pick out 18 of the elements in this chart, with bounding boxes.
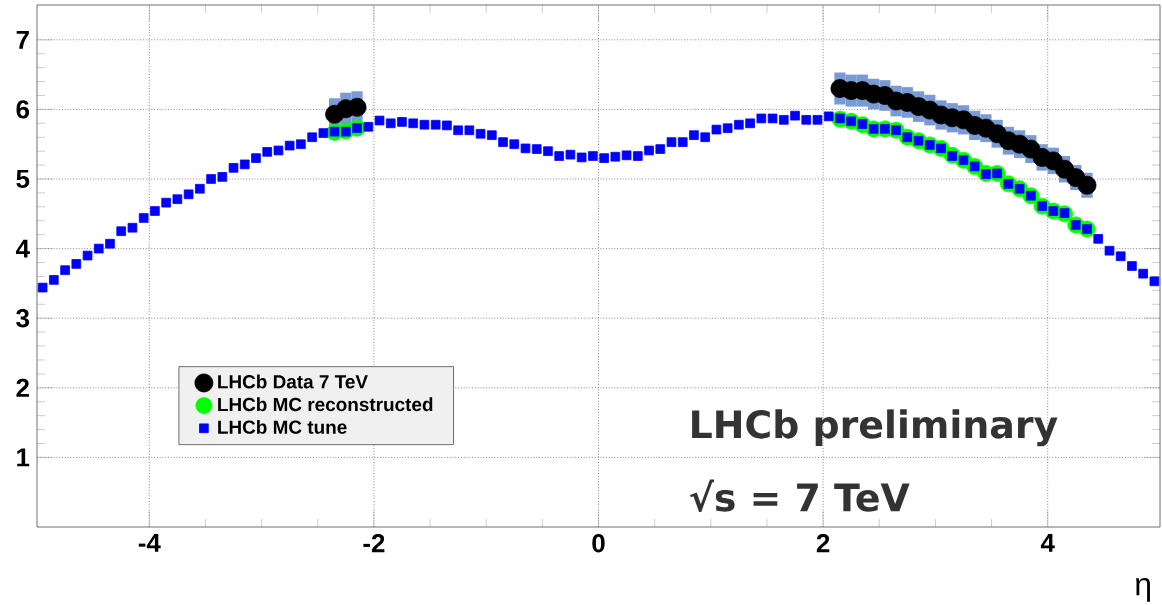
annotation: LHCb preliminary (692, 409, 1058, 447)
legend-label: LHCb MC reconstructed (218, 397, 433, 412)
y-tick-label: 3 (16, 309, 30, 328)
legend-label: LHCb MC tune (218, 419, 347, 434)
y-tick-label: 4 (15, 239, 30, 258)
x-axis-title: η (1135, 578, 1150, 602)
x-tick-label: -4 (138, 534, 161, 552)
y-tick-label: 7 (16, 30, 29, 49)
y-tick-label: 6 (16, 100, 30, 119)
x-tick-label: 0 (592, 534, 605, 553)
y-tick-label: 2 (16, 378, 29, 397)
x-tick-label: 2 (816, 534, 830, 553)
annotation: √s = 7 TeV (690, 479, 910, 512)
x-tick-label: 4 (1040, 534, 1055, 552)
y-tick-label: 5 (16, 169, 30, 189)
x-tick-label: -2 (363, 534, 385, 553)
legend-label: LHCb Data 7 TeV (218, 374, 368, 389)
y-tick-label: 1 (17, 448, 30, 467)
